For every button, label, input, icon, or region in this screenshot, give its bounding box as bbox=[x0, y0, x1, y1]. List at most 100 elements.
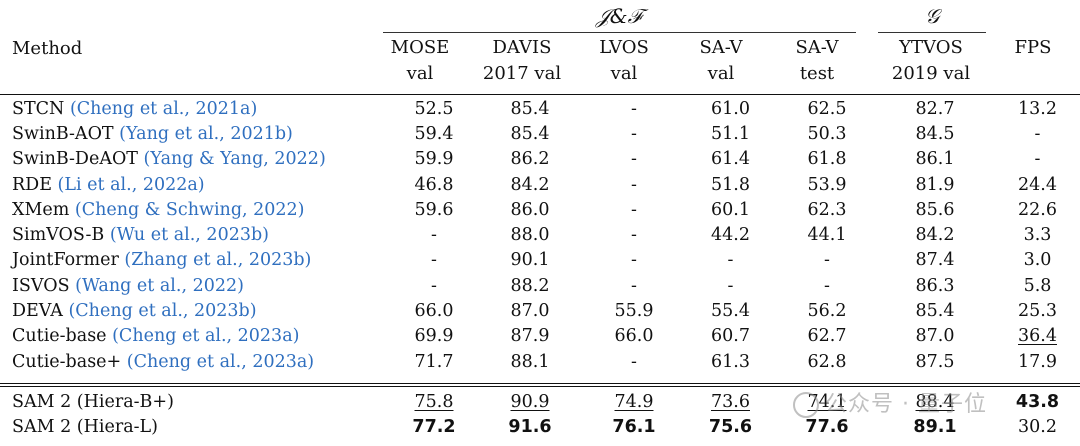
value-cell: 88.0 bbox=[510, 225, 550, 246]
value-cell: 51.8 bbox=[711, 174, 750, 195]
wechat-icon bbox=[793, 392, 819, 418]
value-cell: 61.4 bbox=[711, 149, 750, 170]
col-sav-test: SA-V test bbox=[795, 37, 839, 84]
method-cell: SAM 2 (Hiera-B+) bbox=[12, 391, 174, 412]
col-sav-val: SA-V val bbox=[699, 37, 743, 84]
value-cell: - bbox=[824, 275, 830, 296]
value-cell: 87.9 bbox=[510, 326, 550, 347]
value-cell: 43.8 bbox=[1015, 391, 1060, 412]
value-cell: 84.5 bbox=[915, 123, 955, 144]
table-row: DEVA (Cheng et al., 2023b) 66.0 87.0 55.9 55… bbox=[0, 298, 1080, 323]
value-cell: 56.2 bbox=[807, 301, 847, 322]
citation-link[interactable]: (Li et al., 2022a) bbox=[57, 174, 205, 195]
value-cell: - bbox=[631, 351, 637, 372]
value-cell: 87.0 bbox=[915, 326, 955, 347]
value-cell: 3.3 bbox=[1023, 225, 1052, 246]
value-cell: 46.8 bbox=[414, 174, 454, 195]
value-cell: 90.1 bbox=[510, 250, 550, 271]
g-group-header: 𝒢 bbox=[925, 4, 940, 28]
value-cell: - bbox=[631, 98, 637, 119]
value-cell: 44.1 bbox=[807, 225, 847, 246]
col-ytvos: YTVOS 2019 val bbox=[891, 37, 971, 84]
value-cell: 60.7 bbox=[711, 326, 750, 347]
value-cell: 84.2 bbox=[510, 174, 550, 195]
table-row: XMem (Cheng & Schwing, 2022) 59.6 86.0 - 60.… bbox=[0, 197, 1080, 222]
value-cell: - bbox=[631, 123, 637, 144]
value-cell: 53.9 bbox=[807, 174, 847, 195]
citation-link[interactable]: (Yang & Yang, 2022) bbox=[143, 149, 326, 170]
value-cell: 85.4 bbox=[510, 98, 550, 119]
citation-link[interactable]: (Wang et al., 2022) bbox=[75, 275, 244, 296]
value-cell: - bbox=[431, 275, 437, 296]
value-cell: 25.3 bbox=[1018, 301, 1057, 322]
value-cell: 59.9 bbox=[414, 149, 454, 170]
value-cell: - bbox=[1034, 123, 1041, 144]
value-cell: - bbox=[727, 275, 734, 296]
value-cell: 88.4 bbox=[915, 391, 955, 412]
value-cell: 13.2 bbox=[1018, 98, 1057, 119]
value-cell: 82.7 bbox=[915, 98, 955, 119]
value-cell: 86.2 bbox=[510, 149, 550, 170]
sam-table: SAM 2 (Hiera-B+) 75.8 90.9 74.9 73.6 74.1 88.4… bbox=[0, 389, 1080, 439]
table-row: JointFormer (Zhang et al., 2023b) - 90.1 - -… bbox=[0, 248, 1080, 273]
value-cell: 59.6 bbox=[414, 199, 454, 220]
value-cell: - bbox=[631, 250, 637, 271]
col-davis: DAVIS 2017 val bbox=[482, 37, 562, 84]
method-cell: DEVA (Cheng et al., 2023b) bbox=[12, 301, 257, 322]
value-cell: - bbox=[631, 199, 637, 220]
value-cell: 74.9 bbox=[614, 391, 654, 412]
value-cell: 62.7 bbox=[807, 326, 847, 347]
value-cell: 88.2 bbox=[510, 275, 550, 296]
g-group-rule bbox=[878, 32, 986, 33]
value-cell: 88.1 bbox=[510, 351, 550, 372]
col-mose: MOSE val bbox=[390, 37, 450, 84]
value-cell: 61.8 bbox=[807, 149, 847, 170]
citation-link[interactable]: (Zhang et al., 2023b) bbox=[124, 250, 312, 271]
value-cell: 87.0 bbox=[510, 301, 550, 322]
method-cell: SAM 2 (Hiera-L) bbox=[12, 416, 159, 437]
value-cell: - bbox=[631, 174, 637, 195]
table-row: RDE (Li et al., 2022a) 46.8 84.2 - 51.8 53.9 8… bbox=[0, 172, 1080, 197]
value-cell: 85.6 bbox=[915, 199, 955, 220]
table-row: STCN (Cheng et al., 2021a) 52.5 85.4 - 61.0 6… bbox=[0, 96, 1080, 121]
method-cell: RDE (Li et al., 2022a) bbox=[12, 174, 205, 195]
value-cell: 81.9 bbox=[915, 174, 955, 195]
value-cell: 5.8 bbox=[1023, 275, 1052, 296]
method-cell: SwinB-DeAOT (Yang & Yang, 2022) bbox=[12, 149, 326, 170]
citation-link[interactable]: (Wu et al., 2023b) bbox=[109, 225, 270, 246]
value-cell: 86.3 bbox=[915, 275, 955, 296]
value-cell: - bbox=[631, 275, 637, 296]
value-cell: 3.0 bbox=[1023, 250, 1052, 271]
table-row: Cutie-base (Cheng et al., 2023a) 69.9 87.9… bbox=[0, 324, 1080, 349]
table-row: SimVOS-B (Wu et al., 2023b) - 88.0 - 44.2 44.… bbox=[0, 222, 1080, 247]
value-cell: 86.0 bbox=[510, 199, 550, 220]
method-cell: XMem (Cheng & Schwing, 2022) bbox=[12, 199, 305, 220]
value-cell: - bbox=[431, 225, 437, 246]
col-fps: FPS bbox=[1014, 37, 1052, 58]
value-cell: 84.2 bbox=[915, 225, 955, 246]
value-cell: 36.4 bbox=[1018, 326, 1057, 347]
mid-rule bbox=[0, 383, 1080, 384]
value-cell: 76.1 bbox=[612, 416, 656, 437]
value-cell: 75.6 bbox=[708, 416, 753, 437]
value-cell: 55.9 bbox=[614, 301, 654, 322]
citation-link[interactable]: (Cheng et al., 2021a) bbox=[69, 98, 258, 119]
value-cell: - bbox=[431, 250, 437, 271]
value-cell: 91.6 bbox=[508, 416, 552, 437]
method-cell: SwinB-AOT (Yang et al., 2021b) bbox=[12, 123, 293, 144]
value-cell: 55.4 bbox=[711, 301, 750, 322]
method-cell: Cutie-base (Cheng et al., 2023a) bbox=[12, 326, 300, 347]
citation-link[interactable]: (Cheng & Schwing, 2022) bbox=[74, 199, 305, 220]
value-cell: 66.0 bbox=[414, 301, 454, 322]
value-cell: 86.1 bbox=[915, 149, 955, 170]
citation-link[interactable]: (Cheng et al., 2023a) bbox=[112, 326, 300, 347]
citation-link[interactable]: (Cheng et al., 2023b) bbox=[68, 301, 257, 322]
method-cell: ISVOS (Wang et al., 2022) bbox=[12, 275, 244, 296]
citation-link[interactable]: (Yang et al., 2021b) bbox=[119, 123, 293, 144]
value-cell: 62.3 bbox=[807, 199, 847, 220]
value-cell: 62.8 bbox=[807, 351, 847, 372]
citation-link[interactable]: (Cheng et al., 2023a) bbox=[126, 351, 315, 372]
method-cell: JointFormer (Zhang et al., 2023b) bbox=[12, 250, 312, 271]
value-cell: 60.1 bbox=[711, 199, 750, 220]
table-row: SAM 2 (Hiera-B+) 75.8 90.9 74.9 73.6 74.1 88.4… bbox=[0, 389, 1080, 414]
